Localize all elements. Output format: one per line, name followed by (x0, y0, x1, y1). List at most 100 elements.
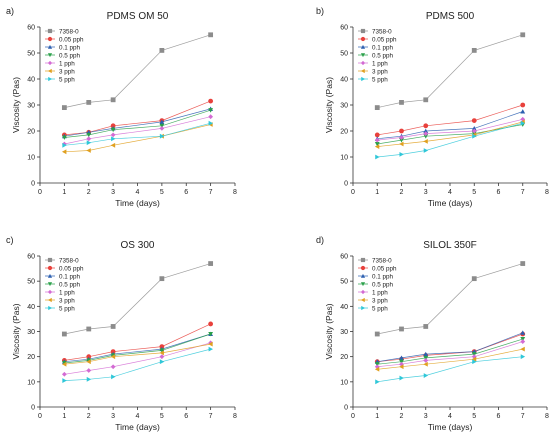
data-point (423, 139, 428, 144)
series-line (64, 124, 211, 153)
chart-panel-2: b) PDMS 500 0 10 20 30 40 50 60 0 1 2 3 4 5 6 7 8 Time (da… (316, 6, 549, 208)
x-tick-label: 2 (87, 189, 91, 196)
series-7 (62, 120, 214, 148)
panel-label: b) (316, 6, 324, 16)
series-1 (61, 261, 214, 337)
data-point (423, 97, 429, 103)
x-tick-label: 5 (472, 413, 476, 420)
data-point (423, 128, 429, 134)
x-tick-label: 6 (497, 189, 501, 196)
data-point (86, 132, 92, 138)
legend-swatch-marker (47, 28, 53, 34)
y-axis-label: Viscosity (Pas) (324, 77, 334, 133)
legend-entry: 3 pph (372, 297, 388, 304)
data-point (520, 339, 526, 344)
panel-label: d) (316, 235, 324, 245)
series-line (64, 122, 211, 146)
data-point (111, 136, 116, 142)
y-tick-label: 50 (27, 51, 35, 58)
legend-entry: 0.05 pph (372, 265, 397, 272)
data-point (399, 361, 404, 367)
legend-swatch-marker (360, 44, 366, 49)
data-point (399, 326, 404, 332)
data-point (520, 120, 526, 126)
y-tick-label: 30 (27, 103, 35, 110)
legend-swatch-marker (47, 297, 52, 303)
data-point (399, 364, 404, 370)
data-point (423, 358, 429, 363)
data-point (374, 132, 380, 138)
x-tick-label: 1 (62, 413, 66, 420)
series-line (377, 341, 523, 368)
y-tick-label: 40 (340, 304, 348, 311)
legend-swatch-marker (360, 289, 366, 295)
legend-swatch-marker (48, 76, 53, 82)
x-axis-label: Time (days) (115, 422, 160, 432)
data-point (399, 135, 404, 140)
panel-label: c) (6, 235, 14, 245)
legend-entry: 0.1 pph (372, 44, 394, 51)
legend-entry: 7358-0 (372, 28, 392, 35)
series-7 (375, 120, 526, 160)
data-point (471, 354, 477, 360)
data-point (86, 359, 91, 365)
data-point (159, 123, 165, 129)
x-tick-label: 4 (136, 189, 140, 196)
series-line (377, 104, 523, 136)
data-point (86, 100, 92, 105)
legend-swatch-marker (360, 53, 366, 58)
data-point (471, 48, 477, 53)
data-point (374, 366, 380, 372)
legend-swatch-marker (47, 60, 53, 66)
data-point (374, 141, 380, 147)
legend-entry: 0.5 pph (372, 52, 394, 59)
series-line (64, 343, 211, 365)
y-tick-label: 60 (27, 254, 35, 261)
legend-swatch-marker (360, 28, 366, 34)
chart-title: OS 300 (121, 240, 155, 251)
chart-title: PDMS 500 (426, 11, 475, 22)
data-point (61, 331, 67, 337)
series-2 (374, 102, 526, 138)
series-5 (374, 339, 526, 370)
legend-swatch-marker (361, 305, 366, 311)
data-point (399, 100, 404, 105)
data-point (159, 359, 165, 365)
series-line (64, 108, 211, 137)
data-point (61, 105, 67, 110)
y-tick-label: 0 (31, 405, 35, 412)
x-tick-label: 0 (38, 413, 42, 420)
x-tick-label: 4 (136, 413, 140, 420)
legend-swatch-marker (47, 282, 53, 287)
legend-entry: 3 pph (59, 297, 75, 304)
data-point (62, 142, 67, 148)
legend-swatch-marker (47, 53, 53, 58)
legend-entry: 0.05 pph (372, 36, 397, 43)
legend-swatch-marker (47, 68, 52, 74)
chart-title: SILOL 350F (423, 240, 477, 251)
y-axis-label: Viscosity (Pas) (11, 77, 21, 133)
data-point (110, 349, 116, 355)
series-line (377, 332, 523, 363)
y-tick-label: 40 (27, 77, 35, 84)
x-tick-label: 8 (545, 413, 549, 420)
y-tick-label: 30 (27, 329, 35, 336)
legend-entry: 0.1 pph (59, 273, 81, 280)
legend-entry: 7358-0 (59, 28, 79, 35)
data-point (110, 132, 116, 138)
y-tick-label: 10 (27, 155, 35, 162)
legend-entry: 1 pph (59, 60, 75, 67)
series-line (64, 34, 211, 108)
x-tick-label: 7 (521, 413, 525, 420)
data-point (159, 119, 165, 124)
data-point (399, 375, 404, 381)
data-point (159, 348, 165, 353)
y-axis-label: Viscosity (Pas) (11, 303, 21, 359)
x-tick-label: 3 (111, 413, 115, 420)
y-tick-label: 0 (344, 181, 348, 188)
legend-entry: 0.05 pph (59, 36, 84, 43)
data-point (86, 136, 92, 142)
series-6 (61, 122, 213, 155)
